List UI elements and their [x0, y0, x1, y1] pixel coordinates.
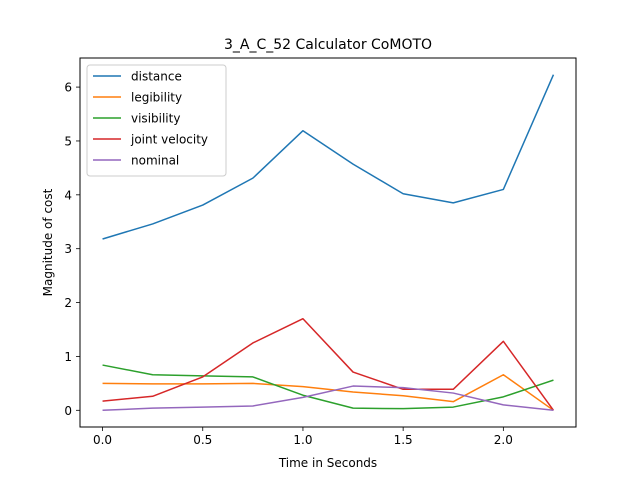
series-line-legibility: [102, 374, 554, 411]
plot-frame: [79, 57, 577, 428]
y-tick-label: 1: [64, 350, 72, 364]
y-tick-label: 3: [64, 242, 72, 256]
x-tick-label: 1.0: [293, 433, 312, 447]
legend-label: nominal: [131, 154, 179, 168]
y-tick-label: 4: [64, 188, 72, 202]
y-tick-label: 2: [64, 296, 72, 310]
x-tick-label: 0.0: [93, 433, 112, 447]
legend-label: joint velocity: [130, 133, 208, 147]
legend: distance legibility visibility joint veloci…: [86, 64, 227, 177]
legend-label: visibility: [131, 112, 180, 126]
chart-title: 3_A_C_52 Calculator CoMOTO: [224, 37, 432, 53]
y-axis-label: Magnitude of cost: [41, 188, 55, 296]
y-tick-label: 6: [64, 81, 72, 95]
x-tick-label: 1.5: [394, 433, 413, 447]
x-axis-label: Time in Seconds: [278, 456, 377, 470]
legend-label: distance: [131, 70, 182, 84]
series-line-nominal: [102, 385, 554, 412]
x-tick-label: 0.5: [193, 433, 212, 447]
y-tick-label: 0: [64, 404, 72, 418]
series-line-visibility: [102, 364, 554, 410]
legend-box: [86, 64, 227, 177]
series-line-joint-velocity: [102, 317, 555, 411]
y-tick-label: 5: [64, 134, 72, 148]
series-line-distance: [102, 74, 555, 240]
x-tick-label: 2.0: [494, 433, 513, 447]
legend-label: legibility: [131, 91, 182, 105]
